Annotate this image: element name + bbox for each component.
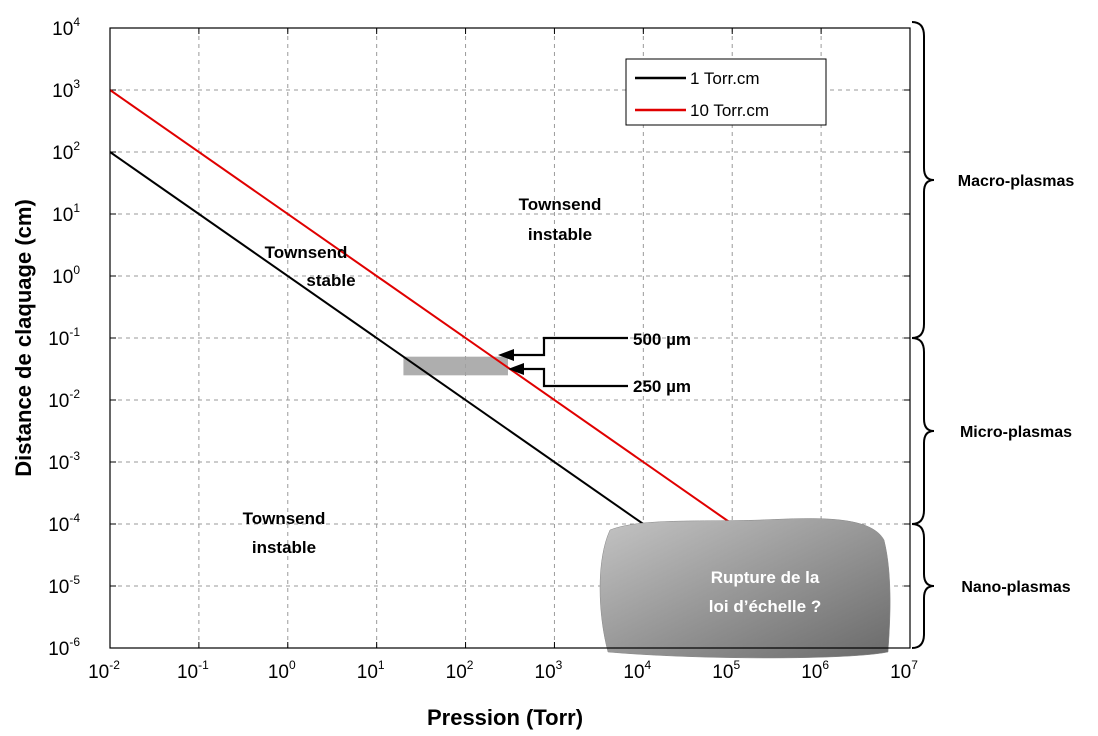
region-label-macro-plasmas: Macro-plasmas <box>958 173 1075 190</box>
y-tick-label: 10-5 <box>48 573 80 598</box>
annotation-townsend-instable-top-2: instable <box>528 225 592 244</box>
plot-frame <box>109 27 911 649</box>
x-tick-label: 105 <box>712 658 740 683</box>
annotations-layer: Townsend stable Townsend instable Townsend in… <box>243 195 822 616</box>
x-tick-label: 101 <box>357 658 385 683</box>
region-braces: Macro-plasmas Micro-plasmas Nano-plasmas <box>911 21 1075 649</box>
rupture-region <box>599 518 891 659</box>
x-tick-label: 100 <box>268 658 296 683</box>
annotation-townsend-stable-1: Townsend <box>265 243 348 262</box>
annotation-rupture-1: Rupture de la <box>711 568 820 587</box>
region-label-nano-plasmas: Nano-plasmas <box>961 579 1070 596</box>
rupture-region-layer <box>599 518 891 659</box>
shaded-band-layer <box>403 356 508 376</box>
arrow-250um <box>522 367 628 388</box>
y-tick-label: 10-6 <box>48 635 80 660</box>
x-tick-label: 107 <box>890 658 918 683</box>
y-tick-label: 10-1 <box>48 325 80 350</box>
x-tick-labels: 10-2 10-1 100 101 102 103 104 105 106 107 <box>88 658 918 683</box>
annotation-townsend-instable-bottom-2: instable <box>252 538 316 557</box>
y-tick-label: 10-2 <box>48 387 80 412</box>
arrow-500um-head <box>498 349 514 361</box>
x-tick-label: 102 <box>446 658 474 683</box>
legend-box <box>625 58 827 126</box>
legend-label: 10 Torr.cm <box>690 101 769 120</box>
annotation-townsend-stable-2: stable <box>306 271 355 290</box>
annotation-label-250: 250 µm <box>633 377 691 396</box>
x-tick-label: 103 <box>535 658 563 683</box>
x-tick-label: 104 <box>623 658 651 683</box>
y-tick-labels: 10-6 10-5 10-4 10-3 10-2 10-1 100 101 102 103 104 <box>48 15 80 660</box>
y-tick-label: 10-3 <box>48 449 80 474</box>
brace-micro-plasmas <box>911 337 935 525</box>
brace-macro-plasmas <box>911 21 935 339</box>
legend: 1 Torr.cm 10 Torr.cm <box>625 58 827 126</box>
annotation-label-500: 500 µm <box>633 330 691 349</box>
region-label-micro-plasmas: Micro-plasmas <box>960 424 1072 441</box>
brace-nano-plasmas <box>911 523 935 649</box>
x-tick-label: 106 <box>801 658 829 683</box>
arrow-250um-head <box>508 363 524 375</box>
series-line-1-torr-cm <box>109 151 644 525</box>
y-tick-label: 104 <box>52 15 80 40</box>
x-tick-label: 10-1 <box>177 658 209 683</box>
y-axis-title: Distance de claquage (cm) <box>11 199 36 477</box>
series-layer <box>109 89 733 525</box>
annotation-townsend-instable-bottom-1: Townsend <box>243 509 326 528</box>
x-axis-title: Pression (Torr) <box>427 705 583 730</box>
annotation-townsend-instable-top-1: Townsend <box>519 195 602 214</box>
series-line-10-torr-cm <box>109 89 733 525</box>
y-tick-label: 102 <box>52 139 80 164</box>
y-tick-label: 10-4 <box>48 511 80 536</box>
legend-label: 1 Torr.cm <box>690 69 760 88</box>
y-tick-label: 100 <box>52 263 80 288</box>
x-tick-label: 10-2 <box>88 658 120 683</box>
axis-titles: Pression (Torr) Distance de claquage (cm) <box>11 199 583 730</box>
arrow-500um <box>512 336 628 357</box>
y-tick-label: 101 <box>52 201 80 226</box>
annotation-rupture-2: loi d’échelle ? <box>709 597 821 616</box>
shaded-band <box>403 356 508 376</box>
y-tick-label: 103 <box>52 77 80 102</box>
